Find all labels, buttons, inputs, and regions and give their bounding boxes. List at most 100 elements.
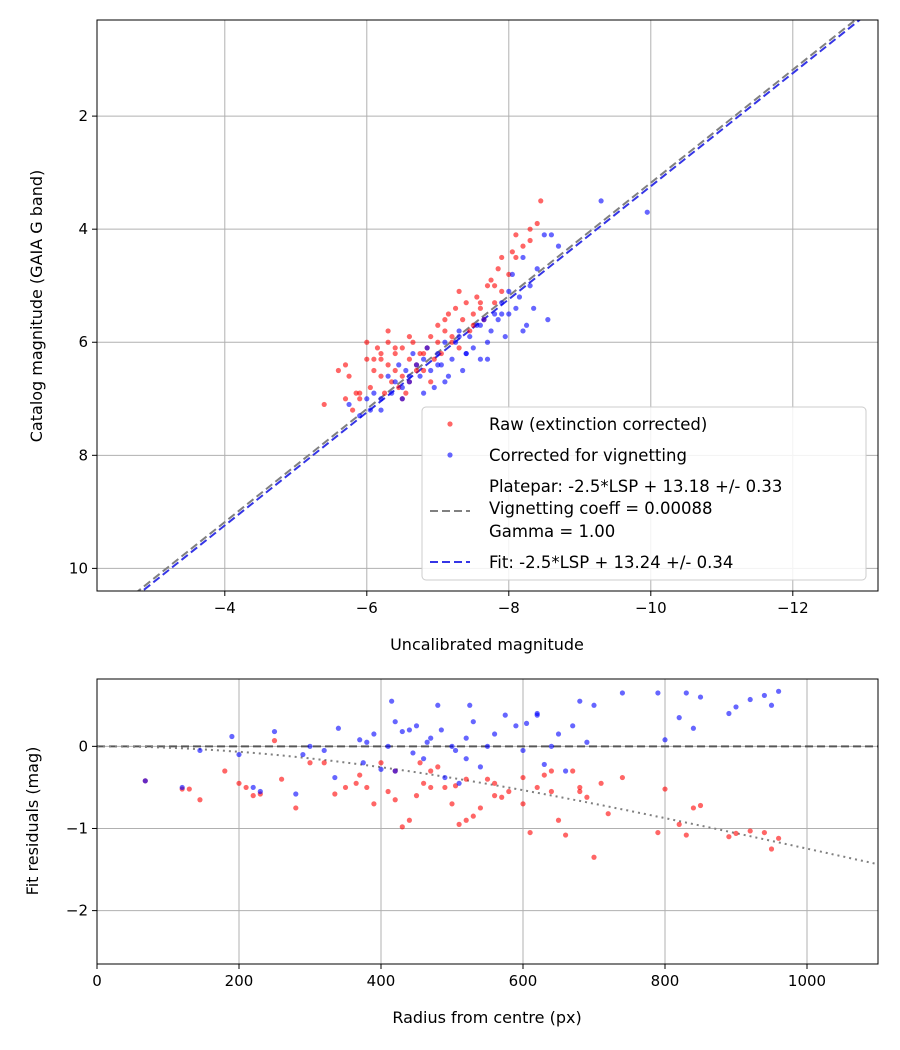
x-tick-label: −8 xyxy=(498,599,520,617)
data-point xyxy=(449,333,455,340)
data-point xyxy=(520,747,526,754)
data-point xyxy=(364,739,370,745)
data-point xyxy=(463,300,469,306)
data-point xyxy=(357,737,363,743)
data-point xyxy=(406,727,412,733)
data-point xyxy=(516,294,523,300)
data-point xyxy=(481,317,487,323)
data-point xyxy=(406,356,412,362)
data-point xyxy=(410,350,416,357)
data-point xyxy=(506,288,512,294)
data-point xyxy=(428,768,434,774)
data-point xyxy=(435,702,441,708)
data-point xyxy=(435,322,441,328)
data-point xyxy=(406,379,412,385)
data-point xyxy=(378,760,384,766)
data-point xyxy=(342,784,349,791)
data-point xyxy=(442,317,448,323)
data-point xyxy=(484,356,491,362)
data-point xyxy=(776,688,782,694)
bottom-axes-frame xyxy=(96,678,879,965)
y-tick-label: 10 xyxy=(69,559,88,577)
data-point xyxy=(385,373,391,379)
data-point xyxy=(463,756,469,762)
y-tick-label: 8 xyxy=(78,446,88,464)
data-point xyxy=(279,776,285,782)
data-point xyxy=(381,390,388,396)
data-point xyxy=(428,784,434,791)
data-point xyxy=(733,830,739,837)
data-point xyxy=(470,813,476,819)
data-point xyxy=(374,345,381,351)
data-point xyxy=(243,784,249,791)
data-point xyxy=(474,294,480,300)
data-point xyxy=(502,712,508,718)
data-point xyxy=(364,784,370,791)
data-point xyxy=(197,797,203,803)
data-point xyxy=(499,794,505,800)
data-point xyxy=(428,367,434,374)
data-point xyxy=(271,737,278,744)
data-point xyxy=(509,249,515,255)
data-point xyxy=(538,198,544,204)
data-point xyxy=(467,333,473,340)
data-point xyxy=(467,702,473,708)
data-point xyxy=(733,704,739,710)
x-tick-label: 0 xyxy=(92,972,102,990)
data-point xyxy=(421,390,427,396)
data-point xyxy=(389,698,395,704)
y-tick-label: −2 xyxy=(66,902,88,920)
data-point xyxy=(513,723,519,729)
data-point xyxy=(435,764,441,770)
data-point xyxy=(431,356,437,362)
data-point xyxy=(761,692,768,699)
bottom-points xyxy=(142,688,782,860)
x-tick-label: −10 xyxy=(635,599,667,617)
data-point xyxy=(477,356,483,362)
data-point xyxy=(726,834,732,840)
data-point xyxy=(690,805,697,811)
legend-box xyxy=(421,406,867,581)
legend-raw-marker xyxy=(447,421,453,427)
data-point xyxy=(506,311,512,317)
data-point xyxy=(179,784,185,791)
data-point xyxy=(357,772,363,778)
data-point xyxy=(371,356,377,362)
x-tick-label: −4 xyxy=(214,599,236,617)
data-point xyxy=(506,788,512,795)
data-point xyxy=(399,373,405,379)
data-point xyxy=(499,254,505,261)
data-point xyxy=(605,811,611,817)
data-point xyxy=(417,760,423,766)
data-point xyxy=(726,710,732,717)
data-point xyxy=(385,339,391,345)
data-point xyxy=(747,696,753,703)
data-point xyxy=(321,760,327,766)
data-point xyxy=(676,715,682,721)
data-point xyxy=(367,407,373,413)
data-point xyxy=(403,390,409,396)
data-point xyxy=(360,760,366,766)
data-point xyxy=(413,723,420,729)
data-point xyxy=(488,277,494,283)
data-point xyxy=(413,793,420,799)
data-point xyxy=(527,237,533,244)
data-point xyxy=(534,266,540,272)
data-point xyxy=(321,401,327,408)
data-point xyxy=(399,384,405,391)
data-point xyxy=(520,328,526,334)
data-point xyxy=(591,854,597,860)
data-point xyxy=(523,720,530,726)
data-point xyxy=(477,805,483,811)
data-point xyxy=(662,786,668,792)
data-point xyxy=(364,396,370,402)
top-fit-lines xyxy=(136,20,862,591)
data-point xyxy=(598,780,604,786)
data-point xyxy=(449,801,455,807)
data-point xyxy=(371,801,377,807)
data-point xyxy=(570,768,576,774)
data-point xyxy=(399,345,405,351)
data-point xyxy=(307,743,313,749)
data-point xyxy=(332,791,338,797)
data-point xyxy=(527,283,533,289)
